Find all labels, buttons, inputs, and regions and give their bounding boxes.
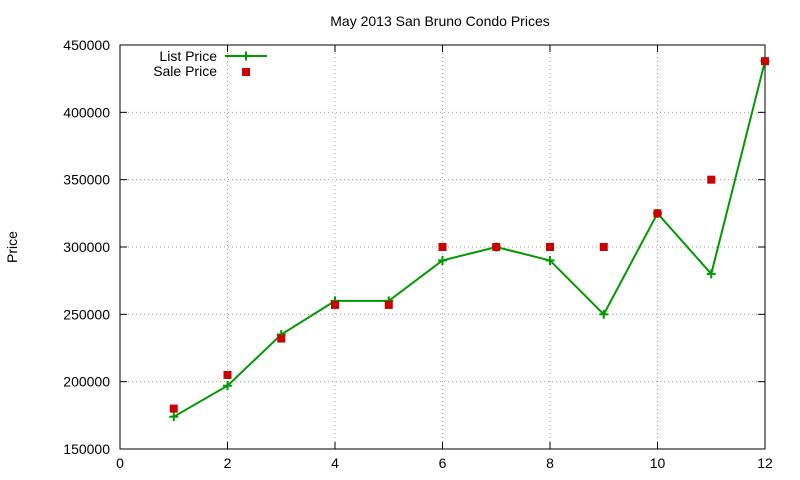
y-tick-label: 200000	[63, 374, 110, 390]
list-price-point	[599, 309, 609, 319]
legend-label-sale-price: Sale Price	[153, 63, 217, 79]
y-tick-label: 150000	[63, 441, 110, 457]
list-price-point	[706, 269, 716, 279]
x-tick-label: 8	[546, 455, 554, 471]
sale-price-point	[169, 404, 178, 413]
list-price-point	[223, 381, 232, 391]
y-tick-label: 250000	[63, 306, 110, 322]
legend-label-list-price: List Price	[159, 48, 217, 64]
y-axis-label: Price	[4, 231, 20, 263]
sale-price-point	[653, 209, 662, 218]
sale-price-point	[599, 243, 608, 251]
sale-price-point	[384, 300, 393, 309]
y-tick-label: 350000	[63, 172, 110, 188]
sale-price-point	[277, 334, 286, 343]
x-tick-label: 10	[650, 455, 666, 471]
sale-price-point	[492, 243, 501, 251]
series-layer	[169, 56, 770, 422]
sale-price-point	[546, 243, 554, 251]
y-tick-label: 400000	[63, 104, 110, 120]
sale-price-point	[707, 175, 716, 184]
y-tick-label: 450000	[63, 37, 110, 53]
sale-price-point	[761, 57, 769, 66]
axis-ticks: 0 2 4 6 8 10 12 150000 200000 250000 300000 350000 4…	[63, 37, 773, 471]
x-tick-label: 12	[757, 455, 773, 471]
chart-title: May 2013 San Bruno Condo Prices	[330, 13, 549, 29]
x-tick-label: 6	[439, 455, 447, 471]
legend-swatch-sale-price	[242, 68, 250, 76]
sale-price-point	[438, 243, 447, 251]
y-tick-label: 300000	[63, 239, 110, 255]
list-price-point	[438, 255, 447, 265]
sale-price-point	[331, 300, 339, 309]
list-price-point	[169, 412, 179, 422]
list-price-line	[173, 60, 766, 418]
x-tick-label: 4	[331, 455, 339, 471]
x-tick-label: 0	[116, 455, 124, 471]
list-price-point	[545, 255, 555, 265]
sale-price-point	[223, 370, 232, 379]
x-tick-label: 2	[224, 455, 232, 471]
